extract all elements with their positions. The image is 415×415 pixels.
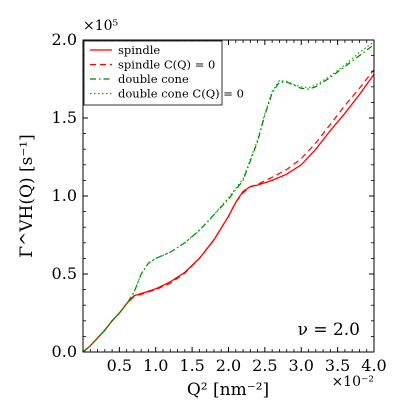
series-line-4 (82, 41, 375, 353)
y-tick-label: 2.0 (52, 30, 77, 49)
nu-annotation: ν = 2.0 (298, 320, 360, 340)
series-line-2 (82, 69, 375, 353)
x-tick-label: 0.5 (107, 356, 132, 375)
legend-label: spindle (118, 43, 160, 57)
legend-box (83, 40, 223, 106)
legend-label: double cone C(Q) = 0 (118, 87, 244, 101)
y-tick-label: 0.5 (52, 264, 77, 283)
x-tick-label: 1.5 (179, 356, 204, 375)
legend-label: spindle C(Q) = 0 (118, 58, 215, 72)
series-line-1 (82, 73, 375, 353)
x-axis-title: Q² [nm⁻²] (187, 380, 269, 400)
y-tick-label: 0.0 (52, 342, 77, 361)
y-tick-label: 1.5 (52, 108, 77, 127)
x-tick-label: 2.0 (216, 356, 241, 375)
x-tick-label: 2.5 (252, 356, 277, 375)
legend-label: double cone (118, 72, 189, 86)
y-axis-title: Γ^VH(Q) [s⁻¹] (17, 134, 37, 258)
x-multiplier: ×10⁻² (331, 374, 374, 390)
series-layer (82, 41, 375, 353)
x-tick-label: 1.0 (143, 356, 168, 375)
x-tick-label: 4.0 (361, 356, 386, 375)
x-tick-label: 3.5 (325, 356, 350, 375)
x-tick-label: 3.0 (289, 356, 314, 375)
y-tick-label: 1.0 (52, 186, 77, 205)
y-multiplier: ×10⁵ (83, 18, 119, 34)
tick-layer: 0.0 0.5 1.0 1.5 2.0 0.5 1.0 1.5 2.0 2.5 3.0 3.5 4.0 (52, 30, 387, 375)
